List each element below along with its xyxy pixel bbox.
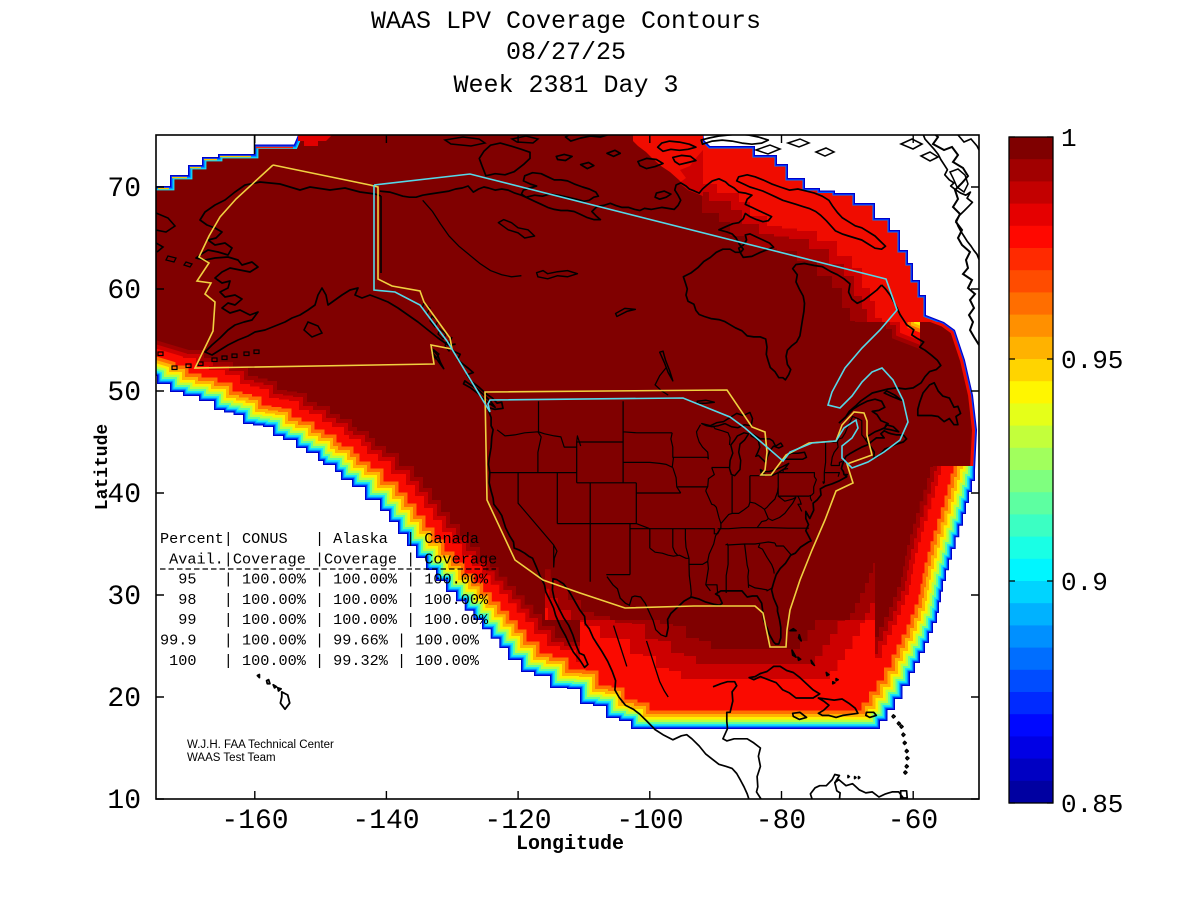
svg-text:100 | 100.00% | 99.32% | 100: 100 | 100.00% | 99.32% | 100.00% <box>160 652 480 670</box>
svg-text:50: 50 <box>107 378 141 409</box>
svg-text:Percent| CONUS | Alaska | C: Percent| CONUS | Alaska | Canada <box>160 530 479 548</box>
svg-text:99 | 100.00% | 100.00% | 100: 99 | 100.00% | 100.00% | 100.00% <box>160 611 489 629</box>
svg-text:1: 1 <box>1061 124 1077 154</box>
svg-text:-100: -100 <box>616 806 683 837</box>
svg-text:98 | 100.00% | 100.00% | 100: 98 | 100.00% | 100.00% | 100.00% <box>160 591 489 609</box>
svg-text:WAAS LPV Coverage Contours: WAAS LPV Coverage Contours <box>371 7 761 36</box>
svg-text:W.J.H. FAA Technical Center: W.J.H. FAA Technical Center <box>187 739 334 751</box>
svg-text:Latitude: Latitude <box>93 424 113 510</box>
svg-text:30: 30 <box>107 582 141 613</box>
svg-text:Avail.|Coverage |Coverage | Co: Avail.|Coverage |Coverage | Coverage <box>160 550 497 568</box>
svg-text:70: 70 <box>107 174 141 205</box>
svg-text:0.85: 0.85 <box>1061 790 1123 820</box>
svg-text:-120: -120 <box>484 806 551 837</box>
svg-text:-80: -80 <box>756 806 806 837</box>
svg-text:99.9 | 100.00% | 99.66% | 10: 99.9 | 100.00% | 99.66% | 100.00% <box>160 632 480 650</box>
svg-text:20: 20 <box>107 684 141 715</box>
svg-text:40: 40 <box>107 480 141 511</box>
svg-text:WAAS Test Team: WAAS Test Team <box>187 752 276 764</box>
svg-text:60: 60 <box>107 276 141 307</box>
svg-text:10: 10 <box>107 786 141 817</box>
svg-text:95 | 100.00% | 100.00% | 100: 95 | 100.00% | 100.00% | 100.00% <box>160 571 489 589</box>
svg-text:0.95: 0.95 <box>1061 346 1123 376</box>
svg-text:-160: -160 <box>221 806 288 837</box>
svg-text:Longitude: Longitude <box>516 833 624 856</box>
svg-text:Week 2381 Day 3: Week 2381 Day 3 <box>453 71 678 100</box>
svg-text:0.9: 0.9 <box>1061 568 1108 598</box>
svg-text:-60: -60 <box>888 806 938 837</box>
svg-text:08/27/25: 08/27/25 <box>506 38 626 67</box>
svg-text:-140: -140 <box>352 806 419 837</box>
